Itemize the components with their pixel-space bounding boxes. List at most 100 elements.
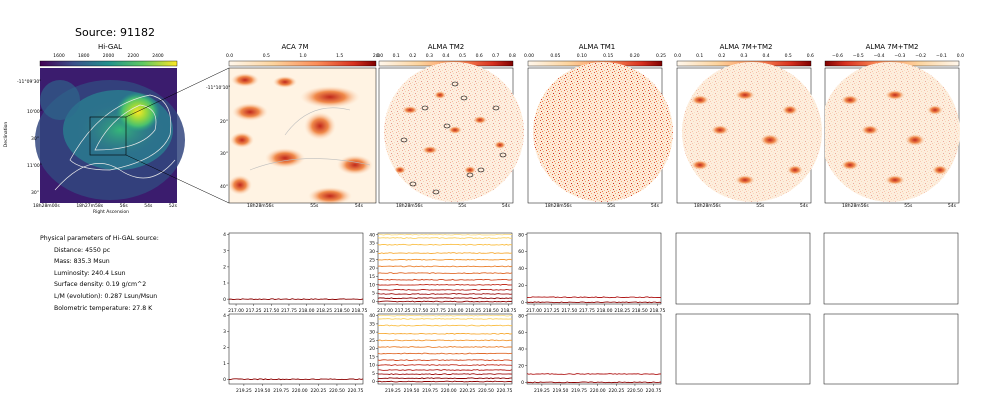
y-tick-label: 20 — [369, 346, 375, 352]
tick-label: 55s — [458, 204, 467, 209]
param-lm: L/M (evolution): 0.287 Lsun/Msun — [54, 292, 158, 300]
y-tick-label: 5 — [372, 371, 375, 377]
spectrum-axes — [675, 313, 811, 385]
x-tick-label: 220.00 — [590, 388, 606, 394]
xticks-7m-tm2: 18h28m56s 55s 54s — [694, 204, 808, 209]
y-tick-label: 60 — [518, 249, 524, 255]
param-distance: Distance: 4550 pc — [54, 246, 111, 254]
x-tick-label: 220.00 — [441, 388, 457, 394]
x-tick-label: 220.75 — [348, 388, 364, 394]
y-tick-label: 30 — [369, 249, 375, 255]
spectrum-line — [377, 252, 513, 254]
tick-label: 0.0 — [376, 54, 384, 59]
y-tick-label: 2 — [223, 345, 226, 351]
ytick-label: 30" — [31, 137, 39, 142]
tick-label: 0.3 — [740, 54, 748, 59]
param-luminosity: Luminosity: 240.4 Lsun — [54, 269, 126, 277]
x-tick-label: 218.50 — [483, 308, 499, 314]
x-tick-label: 220.75 — [497, 388, 513, 394]
xticks-tm1: 18h28m56s 55s 54s — [545, 204, 659, 209]
tick-label: 0.6 — [475, 54, 483, 59]
ytick-label: 20" — [220, 120, 228, 125]
spectrum-line — [228, 378, 364, 381]
y-tick-label: 1 — [223, 281, 226, 287]
y-tick-label: 20 — [369, 266, 375, 272]
xticks-aca7m: 18h28m56s 55s 54s — [247, 204, 363, 209]
y-tick-label: 0 — [372, 379, 375, 385]
colorbar-ticks-7m-tm2: 0.0 0.1 0.2 0.3 0.4 0.5 0.6 — [674, 54, 814, 59]
ytick-label: -11°10'10" — [206, 86, 231, 91]
tick-label: 2400 — [152, 54, 164, 59]
x-tick-label: 217.00 — [228, 308, 244, 314]
tick-label: 0.0 — [674, 54, 682, 59]
tick-label: 0.5 — [262, 54, 270, 59]
spectrum-line — [377, 293, 513, 295]
ytick-label: 30" — [31, 191, 39, 196]
y-tick-label: 40 — [369, 313, 375, 319]
ytick-label: 40" — [220, 185, 228, 190]
tick-label: 0.00 — [524, 54, 535, 59]
y-tick-label: 2 — [223, 264, 226, 270]
tick-label: −0.3 — [894, 54, 906, 59]
tick-label: 0.1 — [392, 54, 400, 59]
x-tick-label: 218.25 — [316, 308, 332, 314]
x-tick-label: 219.50 — [255, 388, 271, 394]
tick-label: 56s — [119, 204, 128, 209]
tick-label: 0.5 — [458, 54, 467, 59]
colorbar-ticks-tm1: 0.00 0.05 0.10 0.15 0.20 0.25 — [524, 54, 666, 59]
tick-label: −0.1 — [935, 54, 947, 59]
panel-title-aca7m: ACA 7M — [281, 43, 309, 51]
colorbar-ticks-aca7m: 0.0 0.5 1.0 1.5 2.0 — [226, 54, 380, 59]
tick-label: 0.1 — [696, 54, 704, 59]
tick-label: 54s — [650, 204, 659, 209]
tick-label: 0.05 — [550, 54, 561, 59]
y-tick-label: 15 — [369, 274, 375, 280]
y-tick-label: 4 — [223, 232, 226, 238]
spectrum-line — [228, 298, 364, 300]
x-tick-label: 220.25 — [310, 388, 326, 394]
tick-label: 2000 — [102, 54, 115, 59]
spectrum-axes — [675, 232, 811, 305]
y-tick-label: 15 — [369, 354, 375, 360]
tick-label: 1600 — [53, 54, 65, 59]
y-tick-label: 3 — [223, 248, 226, 254]
ytick-label: 11'00" — [27, 164, 42, 169]
colorbar-ticks-tm2: 0.0 0.1 0.2 0.3 0.4 0.5 0.6 0.7 0.8 — [376, 54, 516, 59]
tick-label: 1.5 — [336, 54, 344, 59]
spectrum-line — [377, 346, 513, 348]
params-heading: Physical parameters of Hi-GAL source: — [40, 235, 159, 242]
x-tick-label: 220.25 — [459, 388, 475, 394]
tick-label: 18h28m00s — [33, 204, 60, 209]
y-tick-label: 35 — [369, 241, 375, 247]
y-tick-label: 80 — [518, 232, 524, 238]
x-tick-label: 219.25 — [236, 388, 252, 394]
x-tick-label: 220.75 — [646, 388, 662, 394]
tick-label: 18h28m56s — [694, 204, 721, 209]
spectrum-line — [377, 373, 513, 375]
x-tick-label: 220.25 — [608, 388, 624, 394]
x-tick-label: 218.25 — [465, 308, 481, 314]
spectrum-line — [377, 237, 513, 239]
x-tick-label: 217.25 — [246, 308, 262, 314]
spectrum-line — [377, 364, 513, 366]
tick-label: 54s — [501, 204, 510, 209]
x-tick-label: 218.75 — [650, 308, 666, 314]
tick-label: 54s — [799, 204, 808, 209]
y-tick-label: 10 — [369, 282, 375, 288]
ytick-label: -11°09'30" — [17, 80, 42, 85]
tick-label: −0.4 — [873, 54, 885, 59]
x-axis-label: Right Ascension — [93, 210, 129, 215]
tick-label: 54s — [947, 204, 956, 209]
spectrum-line — [377, 258, 513, 261]
y-tick-label: 60 — [518, 330, 524, 336]
y-tick-label: 20 — [518, 283, 524, 289]
x-tick-label: 217.50 — [561, 308, 577, 314]
page-title: Source: 91182 — [75, 26, 155, 39]
spectrum-line — [378, 314, 513, 317]
param-surface-density: Surface density: 0.19 g/cm^2 — [54, 281, 147, 289]
y-tick-label: 20 — [518, 363, 524, 369]
spectrum-line — [377, 324, 513, 327]
colorbar-aca7m — [228, 60, 377, 67]
x-tick-label: 219.75 — [273, 388, 289, 394]
tick-label: 55s — [756, 204, 765, 209]
